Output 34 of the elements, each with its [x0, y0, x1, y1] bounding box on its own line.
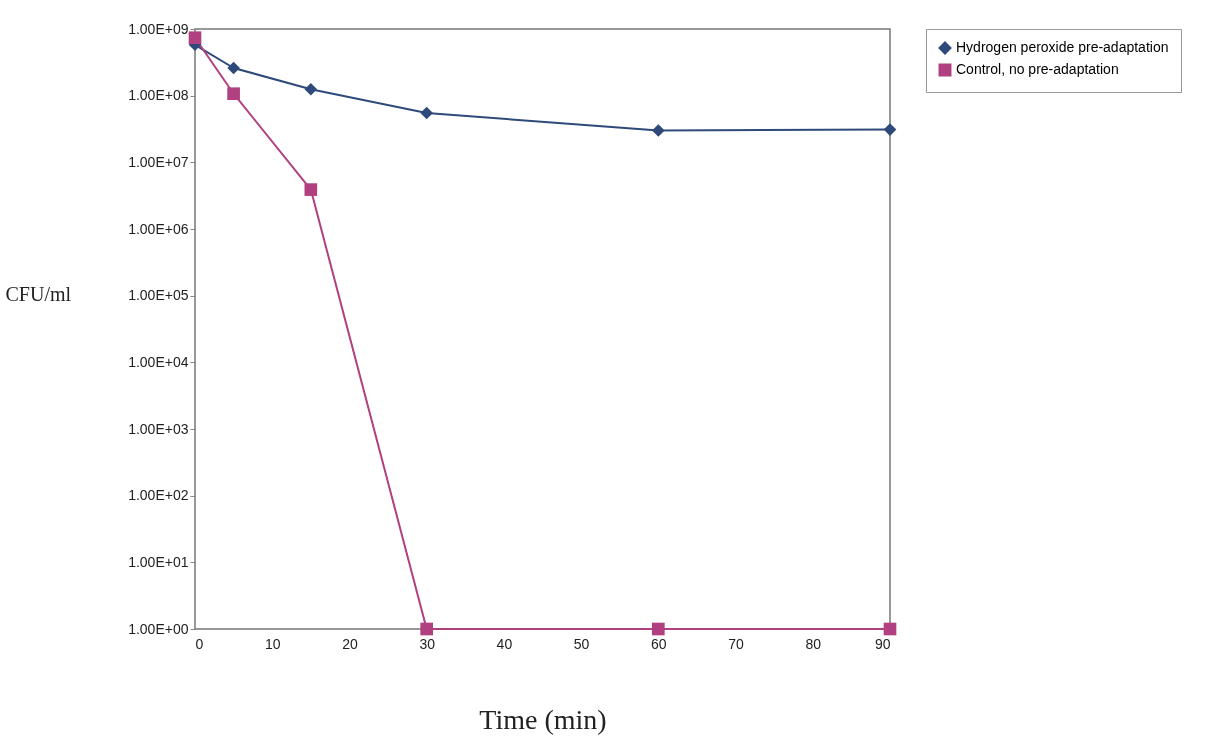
point [304, 82, 318, 96]
x-tick-label: 50 [573, 635, 590, 652]
legend-label: Control, no pre-adaptation [956, 61, 1119, 77]
point [227, 61, 240, 75]
point [304, 183, 318, 196]
y-tick-label: 1.00E+09 [128, 20, 189, 37]
point [652, 622, 665, 636]
x-tick-label: 30 [419, 635, 436, 652]
x-tick-label: 0 [195, 635, 204, 652]
point [227, 87, 240, 101]
y-tick-label: 1.00E+01 [128, 553, 189, 570]
legend-label: Hydrogen peroxide pre-adaptation [956, 39, 1169, 55]
point [883, 622, 897, 636]
x-tick-label: 40 [496, 635, 513, 652]
y-tick-label: 1.00E+06 [128, 220, 189, 237]
y-tick-label: 1.00E+02 [128, 487, 189, 504]
x-tick-label: 90 [874, 635, 891, 652]
x-axis-title: Time (min) [479, 703, 607, 735]
point [188, 31, 202, 45]
point [420, 106, 433, 120]
x-tick-label: 60 [651, 635, 667, 652]
y-tick-label: 1.00E+03 [128, 420, 189, 437]
x-tick-label: 70 [728, 635, 745, 652]
x-tick-label: 20 [342, 635, 358, 652]
y-tick-label: 1.00E+04 [128, 353, 189, 370]
y-tick-label: 1.00E+05 [128, 287, 189, 304]
y-tick-label: 1.00E+07 [128, 153, 189, 170]
y-axis-title: CFU/ml [5, 282, 72, 305]
y-tick-label: 1.00E+00 [128, 620, 189, 637]
x-tick-label: 10 [264, 635, 281, 652]
point [883, 123, 897, 136]
x-tick-label: 80 [805, 635, 822, 652]
y-tick-label: 1.00E+08 [128, 87, 189, 104]
point [420, 622, 433, 636]
